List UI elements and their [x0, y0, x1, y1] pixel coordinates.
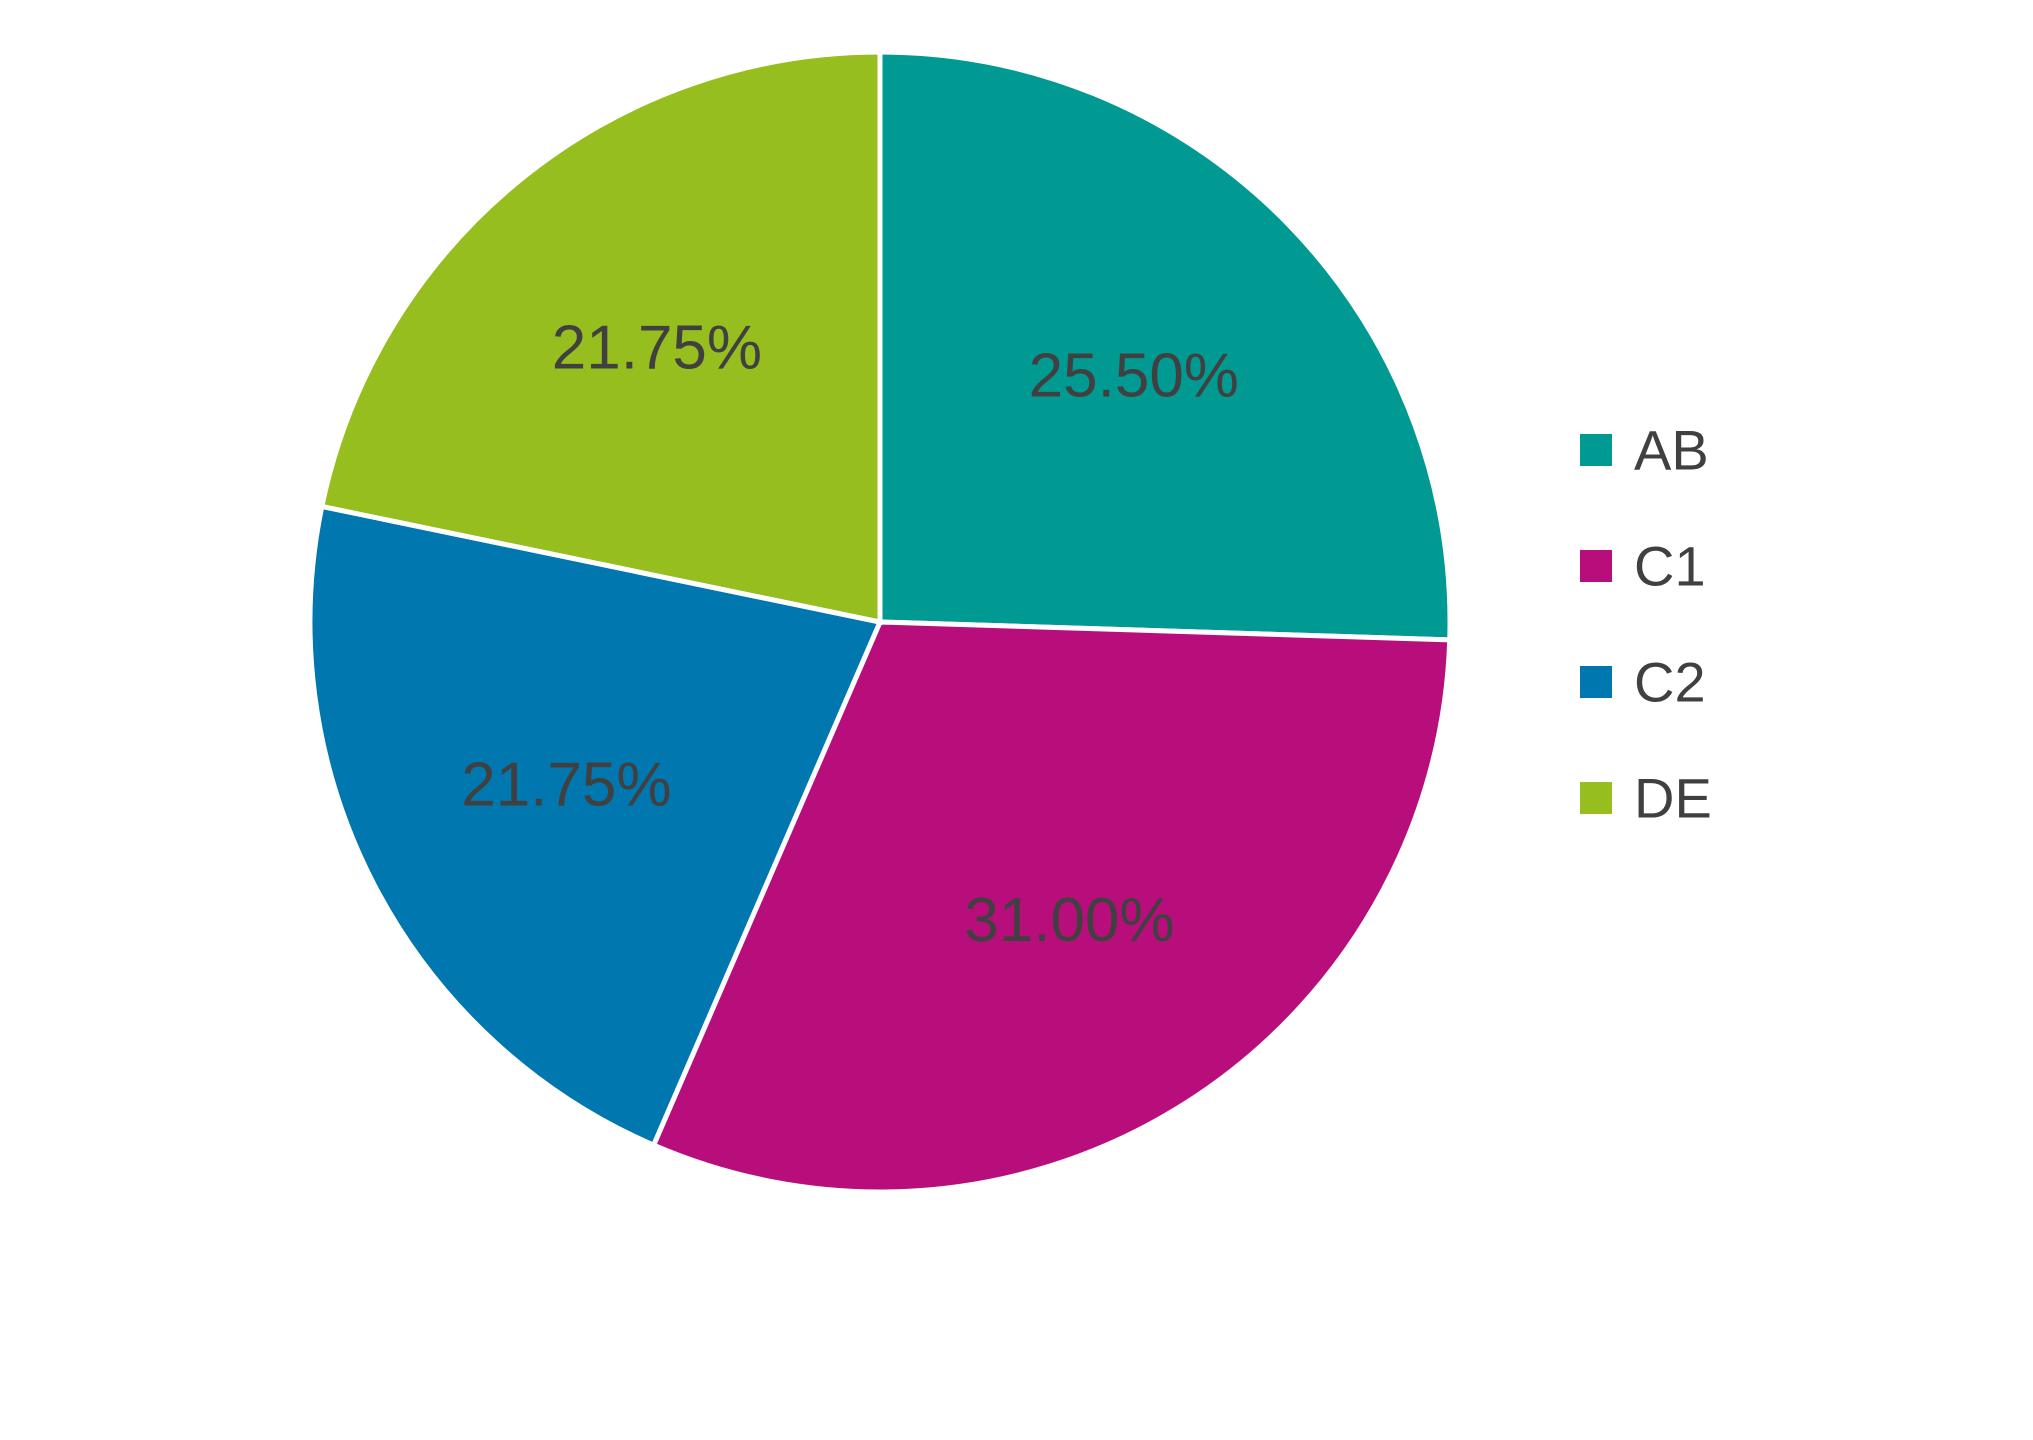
legend-label-c1: C1 — [1634, 535, 1706, 598]
legend-label-de: DE — [1634, 767, 1712, 830]
data-label-ab: 25.50% — [1029, 342, 1239, 411]
data-labels: 25.50% 31.00% 21.75% 21.75% — [461, 313, 1239, 955]
pie-slices — [307, 49, 1453, 1195]
legend-label-c2: C2 — [1634, 651, 1706, 714]
legend-swatch-c1 — [1580, 550, 1612, 582]
pie-slice-de — [318, 49, 883, 626]
data-label-c1: 31.00% — [964, 886, 1174, 955]
legend-swatch-ab — [1580, 434, 1612, 466]
data-label-de: 21.75% — [552, 313, 762, 382]
data-label-c2: 21.75% — [461, 750, 671, 819]
legend-label-ab: AB — [1634, 419, 1709, 482]
legend-swatch-de — [1580, 782, 1612, 814]
pie-slice-c2 — [307, 503, 884, 1149]
legend-swatch-c2 — [1580, 666, 1612, 698]
legend: AB C1 C2 DE — [1580, 419, 1712, 830]
pie-slice-ab — [877, 49, 1453, 643]
pie-slice-c1 — [650, 619, 1453, 1195]
